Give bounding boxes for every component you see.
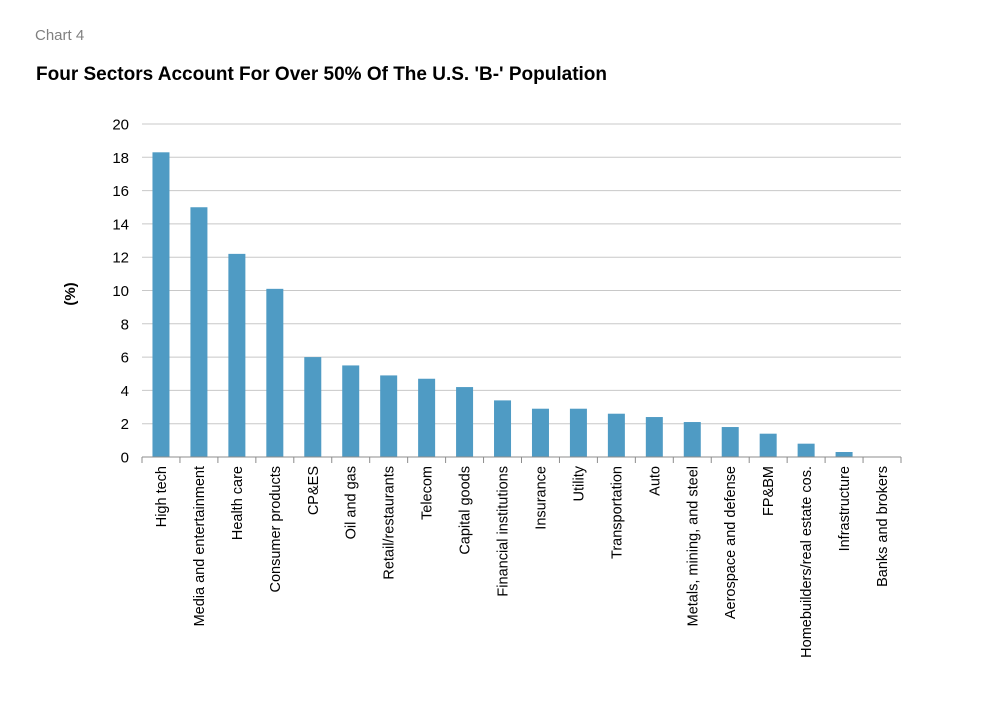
x-tick-label: Oil and gas xyxy=(344,466,360,539)
x-tick-label: Homebuilders/real estate cos. xyxy=(799,466,815,658)
x-tick-label: Health care xyxy=(230,466,246,540)
chart-number: Chart 4 xyxy=(35,27,85,44)
x-tick-label: Utility xyxy=(571,465,587,501)
bar xyxy=(304,357,322,457)
x-tick-label: Financial institutions xyxy=(496,466,512,597)
chart-title: Four Sectors Account For Over 50% Of The… xyxy=(36,64,608,85)
bar xyxy=(380,375,398,457)
x-tick-label: CP&ES xyxy=(306,466,322,515)
x-tick-label: Retail/restaurants xyxy=(382,466,398,580)
x-tick-label: Infrastructure xyxy=(837,466,853,551)
x-tick-label: High tech xyxy=(154,466,170,527)
x-tick-label: Media and entertainment xyxy=(192,466,208,626)
y-tick-label: 10 xyxy=(112,283,129,300)
y-tick-label: 8 xyxy=(121,316,129,333)
y-tick-labels: 0 2 4 6 8 10 12 14 16 18 20 xyxy=(112,117,129,467)
y-tick-label: 6 xyxy=(121,350,129,367)
bar xyxy=(683,422,701,457)
bars xyxy=(152,152,853,457)
y-tick-label: 2 xyxy=(121,416,129,433)
bar xyxy=(569,408,587,457)
x-tick-label: Transportation xyxy=(609,466,625,559)
y-tick-label: 18 xyxy=(112,150,129,167)
y-tick-label: 0 xyxy=(121,450,129,467)
bar xyxy=(494,400,512,457)
bar xyxy=(531,408,549,457)
y-tick-label: 16 xyxy=(112,183,129,200)
y-tick-label: 14 xyxy=(112,216,129,233)
y-tick-label: 4 xyxy=(121,383,129,400)
bar xyxy=(342,365,360,457)
bar xyxy=(190,207,208,457)
bar xyxy=(607,413,625,457)
bar xyxy=(456,387,474,457)
x-tick-label: Metals, mining, and steel xyxy=(685,466,701,626)
x-tick-label: Auto xyxy=(647,466,663,496)
x-tick-label: Aerospace and defense xyxy=(723,466,739,619)
y-tick-label: 12 xyxy=(112,250,129,267)
bar xyxy=(152,152,170,457)
bar xyxy=(228,253,246,457)
y-axis-label: (%) xyxy=(62,282,79,305)
y-tick-label: 20 xyxy=(112,117,129,134)
bar xyxy=(266,288,284,457)
bar xyxy=(797,443,815,457)
x-tick-label: Banks and brokers xyxy=(875,466,891,587)
axes xyxy=(141,456,902,463)
bar xyxy=(759,433,777,457)
x-tick-label: Consumer products xyxy=(268,466,284,593)
x-tick-label: Insurance xyxy=(533,466,549,530)
bar xyxy=(835,452,853,457)
x-tick-labels: High tech Media and entertainment Health c… xyxy=(154,465,891,658)
x-tick-label: FP&BM xyxy=(761,466,777,516)
bar xyxy=(418,378,436,457)
gridlines xyxy=(142,123,901,425)
bar xyxy=(721,427,739,457)
bar xyxy=(645,417,663,457)
x-tick-label: Telecom xyxy=(420,466,436,520)
x-tick-label: Capital goods xyxy=(458,466,474,555)
